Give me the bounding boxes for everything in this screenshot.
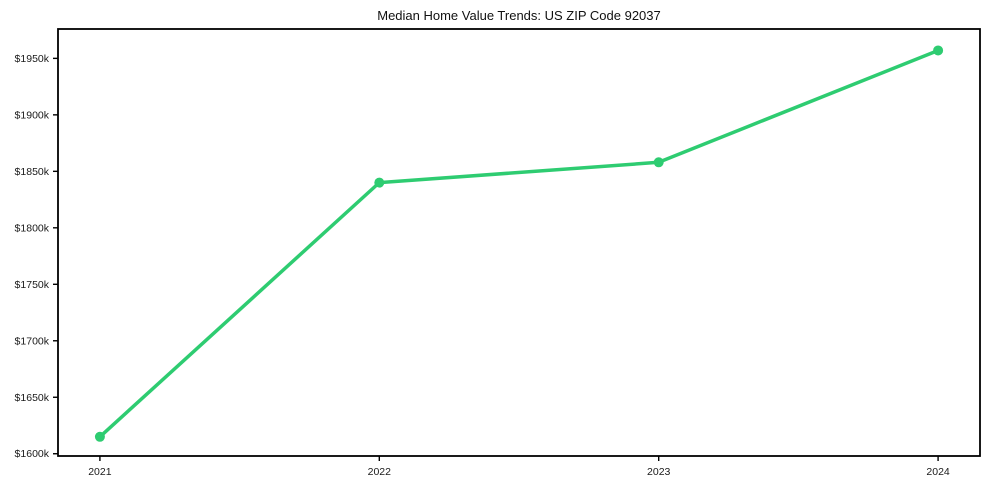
x-tick-label: 2022 [368,466,392,478]
chart-title: Median Home Value Trends: US ZIP Code 92… [377,8,661,23]
x-tick-label: 2021 [88,466,112,478]
y-tick-label: $1850k [15,166,50,178]
data-point-2021 [94,431,105,442]
data-point-2023 [653,157,664,168]
plot-frame [57,28,981,457]
y-tick-label: $1800k [15,222,50,234]
x-tick-label: 2023 [647,466,671,478]
data-point-2024 [933,45,944,56]
data-point-2022 [374,177,385,188]
y-tick-label: $1750k [15,279,50,291]
series-line [98,48,940,439]
y-tick-label: $1650k [15,392,50,404]
y-tick-label: $1600k [15,448,50,460]
y-tick-label: $1950k [15,53,50,65]
y-tick-label: $1900k [15,109,50,121]
x-tick-label: 2024 [926,466,950,478]
y-tick-label: $1700k [15,335,50,347]
